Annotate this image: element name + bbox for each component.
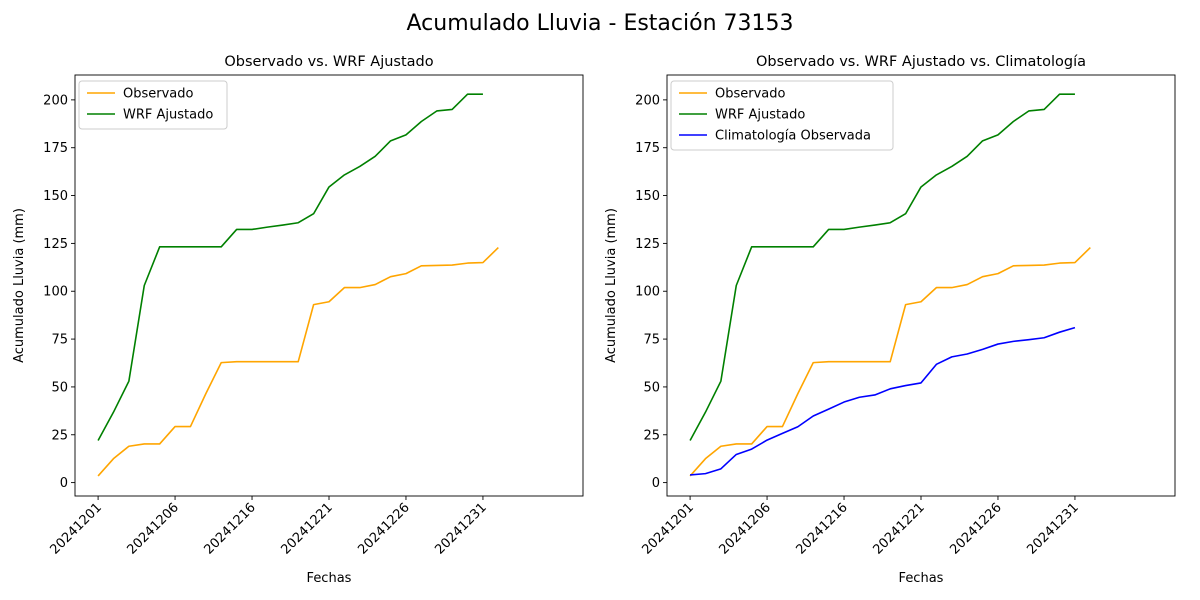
y-tick-label: 100 bbox=[43, 285, 68, 300]
x-tick-label: 20241231 bbox=[432, 500, 489, 557]
y-tick-label: 25 bbox=[51, 428, 68, 443]
series-line-climatolog-a-observada bbox=[690, 326, 1076, 476]
chart-panel-left: Observado vs. WRF Ajustado 0 25 50 75 100 125 1… bbox=[12, 54, 584, 586]
x-axis-label: Fechas bbox=[307, 571, 352, 586]
legend-label: WRF Ajustado bbox=[715, 108, 805, 123]
x-tick-label: 20241226 bbox=[947, 500, 1004, 557]
y-tick-label: 125 bbox=[635, 237, 660, 252]
x-tick-label: 20241216 bbox=[793, 500, 850, 557]
y-tick-label: 25 bbox=[643, 428, 660, 443]
y-tick-label: 100 bbox=[635, 285, 660, 300]
y-tick-label: 200 bbox=[635, 93, 660, 108]
y-tick-label: 150 bbox=[635, 189, 660, 204]
x-tick-label: 20241201 bbox=[48, 500, 105, 557]
x-tick-label: 20241226 bbox=[355, 500, 412, 557]
y-tick-label: 150 bbox=[43, 189, 68, 204]
legend-label: Climatología Observada bbox=[715, 129, 871, 144]
legend-box bbox=[670, 80, 894, 151]
legend-label: Observado bbox=[123, 87, 194, 102]
y-tick-label: 125 bbox=[43, 237, 68, 252]
legend: Observado WRF Ajustado bbox=[78, 80, 228, 130]
legend-box bbox=[78, 80, 228, 130]
y-tick-label: 0 bbox=[60, 476, 68, 491]
x-axis-label: Fechas bbox=[899, 571, 944, 586]
y-tick-label: 50 bbox=[643, 380, 660, 395]
x-tick-label: 20241216 bbox=[201, 500, 258, 557]
y-axis-label: Acumulado Lluvia (mm) bbox=[12, 208, 27, 363]
x-tick-label: 20241221 bbox=[870, 500, 927, 557]
y-tick-label: 200 bbox=[43, 93, 68, 108]
series-line-observado bbox=[97, 247, 499, 477]
legend: Observado WRF Ajustado Climatología Observ… bbox=[670, 80, 894, 151]
y-tick-label: 75 bbox=[51, 333, 68, 348]
y-axis-label: Acumulado Lluvia (mm) bbox=[604, 208, 619, 363]
chart-title: Observado vs. WRF Ajustado vs. Climatolo… bbox=[756, 54, 1086, 70]
series-line-wrf-ajustado bbox=[97, 93, 483, 441]
y-tick-label: 75 bbox=[643, 333, 660, 348]
x-tick-label: 20241201 bbox=[640, 500, 697, 557]
legend-label: WRF Ajustado bbox=[123, 108, 213, 123]
y-tick-label: 0 bbox=[652, 476, 660, 491]
x-tick-label: 20241206 bbox=[716, 500, 773, 557]
figure-suptitle: Acumulado Lluvia - Estación 73153 bbox=[407, 11, 794, 36]
chart-panel-right: Observado vs. WRF Ajustado vs. Climatolo… bbox=[604, 54, 1176, 586]
y-tick-label: 175 bbox=[43, 141, 68, 156]
series-line-observado bbox=[689, 247, 1091, 477]
y-tick-label: 50 bbox=[51, 380, 68, 395]
axes-frame bbox=[74, 74, 584, 497]
legend-label: Observado bbox=[715, 87, 786, 102]
x-tick-label: 20241231 bbox=[1024, 500, 1081, 557]
chart-title: Observado vs. WRF Ajustado bbox=[224, 54, 433, 70]
y-tick-label: 175 bbox=[635, 141, 660, 156]
x-tick-label: 20241206 bbox=[124, 500, 181, 557]
series-line-wrf-ajustado bbox=[689, 93, 1075, 441]
x-tick-label: 20241221 bbox=[278, 500, 335, 557]
